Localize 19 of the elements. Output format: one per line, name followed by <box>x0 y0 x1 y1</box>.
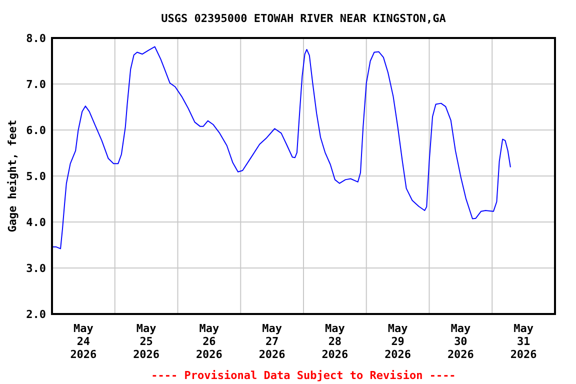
x-tick-label: May 31 2026 <box>510 322 538 361</box>
x-tick-label: May 25 2026 <box>133 322 160 361</box>
text: ---- Provisional Data Subject to Revision ---- <box>151 369 456 382</box>
y-tick-label: 2.0 <box>26 308 46 321</box>
chart-title: USGS 02395000 ETOWAH RIVER NEAR KINGSTON,GA <box>161 12 446 25</box>
line-series <box>52 46 511 250</box>
y-tick-label: 5.0 <box>26 170 46 183</box>
x-tick-label: May 29 2026 <box>384 322 412 361</box>
y-tick-label: 8.0 <box>26 32 46 45</box>
y-tick-label: 7.0 <box>26 78 46 91</box>
y-tick-label: 3.0 <box>26 262 46 275</box>
x-tick-label: May 26 2026 <box>196 322 223 361</box>
x-tick-label: May 30 2026 <box>447 322 474 361</box>
y-tick-label: 4.0 <box>26 216 46 229</box>
x-tick-label: May 27 2026 <box>258 322 286 361</box>
y-tick-label: 6.0 <box>26 124 46 137</box>
x-tick-label: May 24 2026 <box>70 322 98 361</box>
y-axis-title: Gage height, feet <box>6 120 19 232</box>
x-tick-label: May 28 2026 <box>322 322 349 361</box>
